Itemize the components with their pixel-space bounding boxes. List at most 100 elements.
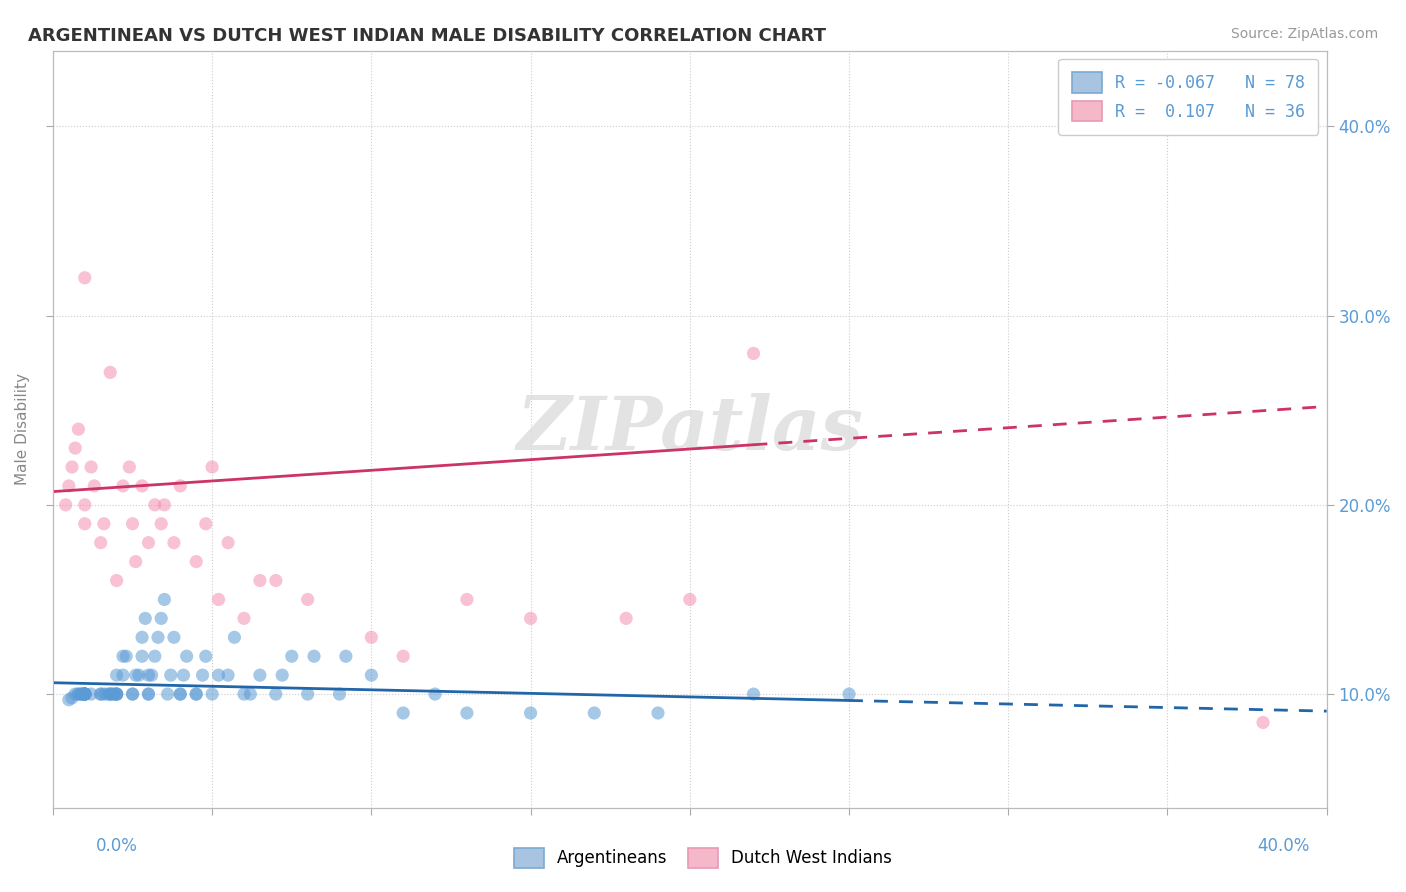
Point [143,649,166,664]
Point [138,535,160,549]
Point [207,592,229,607]
Point [456,592,478,607]
Text: ARGENTINEAN VS DUTCH WEST INDIAN MALE DISABILITY CORRELATION CHART: ARGENTINEAN VS DUTCH WEST INDIAN MALE DI… [28,27,827,45]
Point [60,460,83,475]
Point [163,535,186,549]
Point [176,649,198,664]
Point [194,649,217,664]
Point [423,687,446,701]
Point [186,555,208,569]
Point [67,687,90,701]
Point [121,516,143,531]
Point [838,687,860,701]
Point [125,668,148,682]
Point [1251,715,1274,730]
Point [93,687,115,701]
Point [297,592,319,607]
Point [98,687,121,701]
Point [115,649,138,664]
Point [1156,81,1178,95]
Legend: Argentineans, Dutch West Indians: Argentineans, Dutch West Indians [508,841,898,875]
Point [131,630,153,644]
Point [153,498,176,512]
Point [281,649,304,664]
Point [163,630,186,644]
Point [146,630,169,644]
Point [73,687,96,701]
Point [73,516,96,531]
Point [98,687,121,701]
Point [63,687,86,701]
Point [134,611,156,625]
Point [67,422,90,436]
Point [90,687,112,701]
Point [249,668,271,682]
Point [207,668,229,682]
Point [360,630,382,644]
Point [150,611,173,625]
Point [239,687,262,701]
Point [328,687,350,701]
Point [103,687,125,701]
Point [105,687,128,701]
Point [679,592,702,607]
Point [264,574,287,588]
Point [73,687,96,701]
Point [169,479,191,493]
Point [138,687,160,701]
Point [80,460,103,475]
Point [264,687,287,701]
Point [70,687,93,701]
Point [271,668,294,682]
Point [742,687,765,701]
Point [70,687,93,701]
Point [98,365,121,379]
Point [128,668,150,682]
Point [217,668,239,682]
Point [224,630,246,644]
Point [217,535,239,549]
Point [138,687,160,701]
Point [233,687,256,701]
Point [73,687,96,701]
Point [392,649,415,664]
Point [360,668,382,682]
Point [186,687,208,701]
Point [302,649,325,664]
Point [519,611,541,625]
Point [141,668,163,682]
Point [111,668,134,682]
Point [103,687,125,701]
Point [456,706,478,720]
Point [169,687,191,701]
Point [70,687,93,701]
Point [58,479,80,493]
Point [186,687,208,701]
Point [647,706,669,720]
Point [55,498,77,512]
Legend: R = -0.067   N = 78, R =  0.107   N = 36: R = -0.067 N = 78, R = 0.107 N = 36 [1059,59,1319,135]
Point [98,687,121,701]
Text: 40.0%: 40.0% [1257,837,1310,855]
Point [201,460,224,475]
Point [742,346,765,360]
Point [58,692,80,706]
Point [172,668,194,682]
Point [191,668,214,682]
Point [105,687,128,701]
Point [93,516,115,531]
Point [90,687,112,701]
Point [249,574,271,588]
Point [73,270,96,285]
Point [159,668,181,682]
Point [73,687,96,701]
Point [156,687,179,701]
Point [143,498,166,512]
Point [73,498,96,512]
Point [614,611,637,625]
Point [111,649,134,664]
Point [169,687,191,701]
Point [105,668,128,682]
Point [63,441,86,455]
Point [392,706,415,720]
